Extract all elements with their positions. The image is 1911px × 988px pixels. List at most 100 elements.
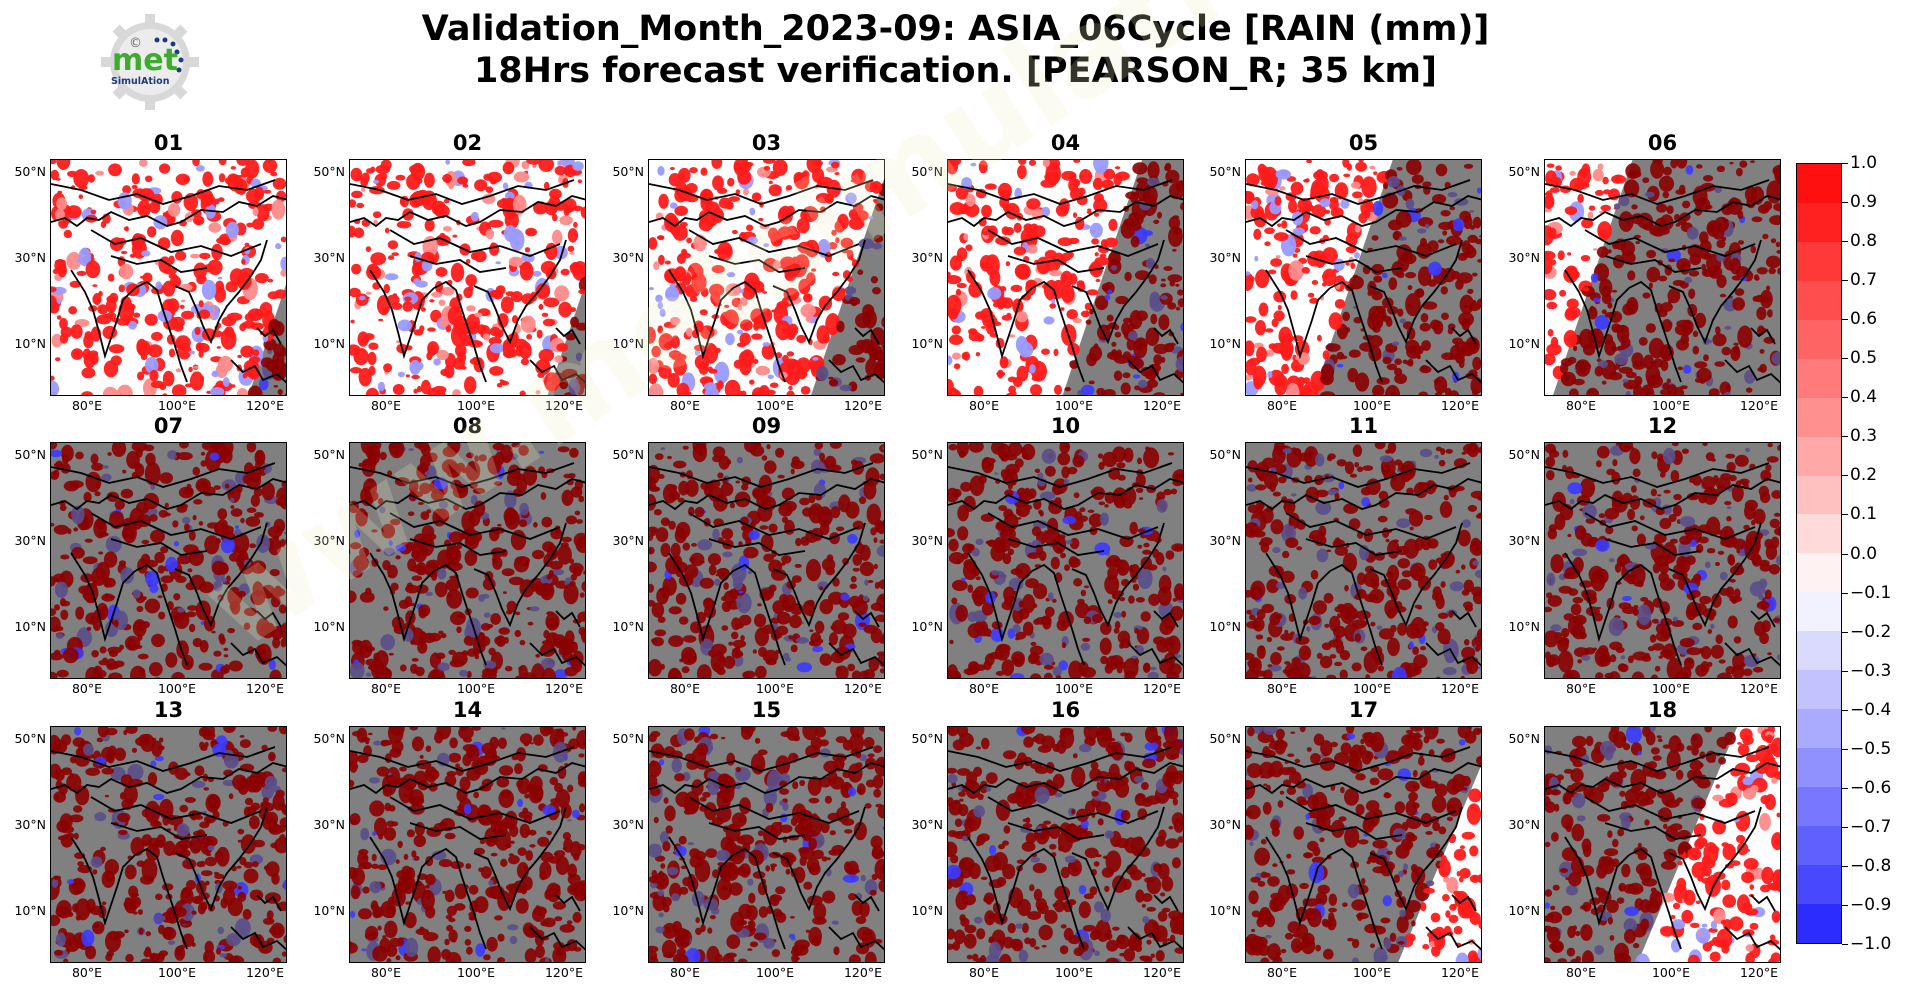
figure-title: Validation_Month_2023-09: ASIA_06Cycle [… [0,8,1911,92]
longitude-label: 100°E [157,965,196,980]
colorbar-tick-mark [1842,319,1848,321]
latitude-label: 50°N [1508,731,1540,746]
longitude-label: 100°E [157,398,196,413]
colorbar-segment [1797,787,1841,826]
coastlines-and-borders [1545,462,1780,667]
map-canvas [51,160,286,395]
latitude-label: 50°N [313,447,345,462]
longitude-label: 100°E [1651,965,1690,980]
longitude-label: 120°E [1440,681,1479,696]
colorbar-tick-mark [1842,826,1848,828]
latitude-label: 50°N [612,447,644,462]
longitude-label: 100°E [1352,965,1391,980]
map-canvas [1246,443,1481,678]
colorbar-tick-label: −0.2 [1850,621,1892,642]
latitude-label: 30°N [14,817,46,832]
forecast-map-panel [50,159,287,396]
forecast-map-panel [349,726,586,963]
colorbar-segment [1797,319,1841,359]
map-canvas [1246,160,1481,395]
longitude-label: 120°E [843,681,882,696]
map-canvas [1246,727,1481,962]
colorbar [1796,163,1842,944]
latitude-label: 30°N [313,817,345,832]
latitude-label: 10°N [1209,336,1241,351]
forecast-map-panel [1245,442,1482,679]
colorbar-tick-label: 0.0 [1850,543,1878,564]
latitude-label: 50°N [612,164,644,179]
colorbar-tick-mark [1842,475,1848,477]
longitude-label: 120°E [1739,965,1778,980]
coastlines-and-borders [649,462,884,667]
map-canvas [649,443,884,678]
panel-title: 08 [452,414,483,438]
colorbar-tick-mark [1842,865,1848,867]
colorbar-tick-mark [1842,748,1848,750]
forecast-map-panel [648,726,885,963]
latitude-label: 10°N [1209,619,1241,634]
longitude-label: 120°E [1440,398,1479,413]
forecast-map-panel [349,442,586,679]
colorbar-tick-mark [1842,514,1848,516]
panel-title: 04 [1050,131,1081,155]
map-canvas [1545,727,1780,962]
coastlines-and-borders [1246,462,1481,667]
colorbar-segment [1797,864,1841,904]
colorbar-tick-label: −0.1 [1850,582,1892,603]
forecast-map-panel [50,726,287,963]
colorbar-tick-label: 0.8 [1850,231,1878,252]
colorbar-tick-mark [1842,163,1848,164]
latitude-label: 10°N [14,903,46,918]
coastlines-and-borders [51,462,286,667]
colorbar-tick-mark [1842,709,1848,711]
longitude-label: 100°E [456,681,495,696]
longitude-label: 100°E [1054,398,1093,413]
colorbar-segment [1797,670,1841,710]
colorbar-tick-mark [1842,553,1848,555]
latitude-label: 50°N [911,731,943,746]
latitude-label: 10°N [612,903,644,918]
colorbar-segment [1797,748,1841,787]
panel-title: 11 [1348,414,1379,438]
map-canvas [1545,443,1780,678]
latitude-label: 30°N [612,250,644,265]
longitude-label: 80°E [1565,398,1597,413]
colorbar-tick-mark [1842,397,1848,399]
latitude-label: 50°N [1209,731,1241,746]
latitude-label: 30°N [1209,250,1241,265]
logo-text: met [112,43,178,78]
panel-title: 01 [153,131,184,155]
latitude-label: 10°N [612,619,644,634]
longitude-label: 100°E [1054,681,1093,696]
latitude-label: 10°N [14,619,46,634]
longitude-label: 80°E [370,965,402,980]
latitude-label: 50°N [1508,164,1540,179]
colorbar-tick-label: 0.3 [1850,426,1878,447]
latitude-label: 30°N [14,250,46,265]
colorbar-tick-label: −0.7 [1850,816,1892,837]
longitude-label: 80°E [71,398,103,413]
latitude-label: 10°N [911,903,943,918]
longitude-label: 120°E [544,965,583,980]
latitude-label: 10°N [911,336,943,351]
coastlines-and-borders [948,462,1183,667]
longitude-label: 100°E [1054,965,1093,980]
longitude-label: 80°E [669,681,701,696]
coastlines-and-borders [948,179,1183,384]
longitude-label: 120°E [544,681,583,696]
panel-title: 14 [452,698,483,722]
map-canvas [649,727,884,962]
latitude-label: 10°N [313,336,345,351]
longitude-label: 120°E [843,965,882,980]
latitude-label: 50°N [1508,447,1540,462]
forecast-map-panel [947,159,1184,396]
longitude-label: 80°E [1266,965,1298,980]
colorbar-segment [1797,475,1841,515]
coastlines-and-borders [350,462,585,667]
latitude-label: 30°N [911,817,943,832]
colorbar-tick-mark [1842,241,1848,243]
longitude-label: 120°E [544,398,583,413]
latitude-label: 50°N [1209,164,1241,179]
longitude-label: 120°E [1142,398,1181,413]
colorbar-tick-label: 0.9 [1850,192,1878,213]
